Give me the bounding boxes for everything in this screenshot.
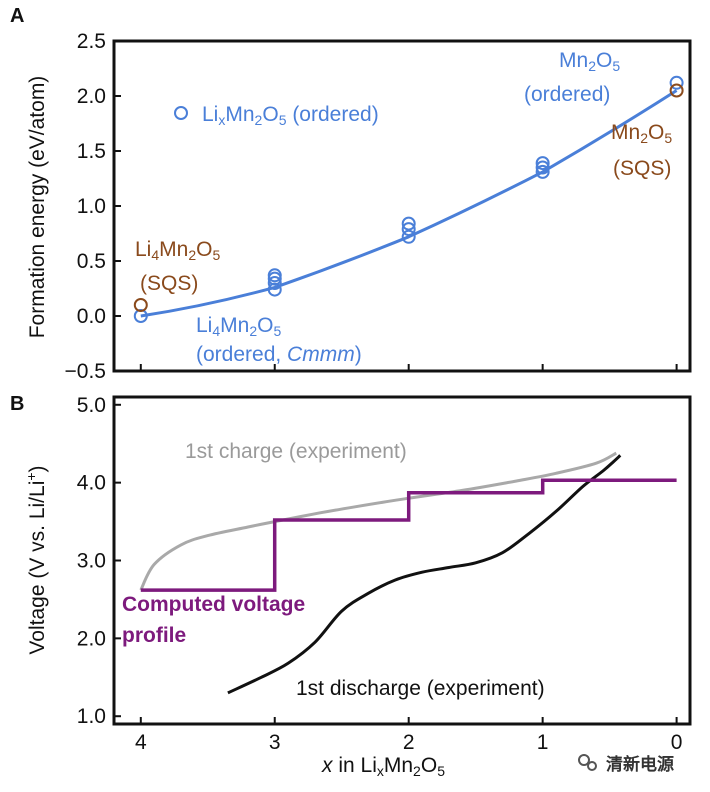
panel-a-y-tick-label: 2.5 — [77, 30, 106, 53]
panel-b-y-tick-label: 1.0 — [77, 705, 106, 728]
panel-b-y-tick-label: 2.0 — [77, 627, 106, 650]
panel-a-y-axis-title: Formation energy (eV/atom) — [26, 76, 49, 339]
panel-b-x-tick-label: 2 — [403, 731, 415, 754]
panel-b-x-tick-label: 3 — [269, 731, 281, 754]
panel-a-y-tick-label: 1.0 — [77, 195, 106, 218]
panel-a-y-tick-label: 0.5 — [77, 250, 106, 273]
panel-b-x-tick-label: 1 — [537, 731, 549, 754]
panel-a-point-ordered — [535, 156, 550, 171]
panel-a-point-ordered — [267, 276, 282, 290]
annotation-mn-sqs-paren: (SQS) — [613, 157, 671, 180]
panel-a-y-tick-label: 0.0 — [77, 305, 106, 328]
label-computed-line1: Computed voltage — [122, 593, 305, 616]
label-first-charge: 1st charge (experiment) — [185, 440, 407, 463]
annotation-li4-sqs-paren: (SQS) — [140, 272, 198, 295]
panel-a-point-ordered — [401, 216, 416, 231]
panel-letter-b: B — [10, 393, 24, 415]
panel-b-marks — [139, 451, 677, 695]
panel-b-y-tick-label: 5.0 — [77, 394, 106, 417]
label-computed-line2: profile — [122, 624, 186, 647]
watermark-text: 清新电源 — [606, 754, 674, 774]
watermark: 清新电源 — [578, 754, 674, 774]
panel-a-point-sqs — [133, 298, 148, 312]
panel-b-x-tick-label: 4 — [135, 731, 147, 754]
annotation-mn-ordered-paren: (ordered) — [524, 83, 610, 106]
legend-marker-ordered — [174, 106, 188, 120]
watermark-chat-icon-small — [587, 761, 597, 771]
panel-a-point-ordered — [535, 164, 550, 179]
watermark-chat-icon — [578, 754, 590, 766]
panel-letter-a: A — [10, 5, 24, 27]
panel-b-discharge-curve — [227, 454, 622, 695]
panel-a-marks — [133, 75, 684, 323]
panel-a-point-sqs — [669, 83, 684, 98]
panel-a-point-ordered — [535, 160, 550, 175]
panel-a-point-ordered — [267, 268, 282, 283]
panel-a-y-tick-label: −0.5 — [65, 360, 106, 383]
annotation-li4-ordered-formula: Li4Mn2O5 — [196, 314, 281, 339]
legend-label-ordered: LixMn2O5 (ordered) — [202, 103, 379, 128]
panel-b-x-tick-label: 0 — [671, 731, 683, 754]
panel-a-y-tick-label: 2.0 — [77, 85, 106, 108]
panel-a-point-ordered — [401, 229, 416, 244]
label-first-discharge: 1st discharge (experiment) — [296, 677, 545, 700]
annotation-li4-ordered-paren: (ordered, Cmmm) — [196, 343, 362, 366]
annotation-mn-ordered-formula: Mn2O5 — [559, 49, 620, 74]
annotation-mn-sqs-formula: Mn2O5 — [611, 121, 672, 146]
panel-b-charge-curve — [139, 451, 618, 591]
panel-a-fit-line — [140, 89, 678, 318]
annotation-li4-sqs-formula: Li4Mn2O5 — [135, 238, 220, 263]
panel-b-y-tick-label: 4.0 — [77, 472, 106, 495]
panel-b-y-axis-title: Voltage (V vs. Li/Li+) — [23, 465, 49, 654]
panel-a-point-ordered — [401, 222, 416, 237]
panel-a-y-ticks: 2.5 2.0 1.5 1.0 0.5 0.0 −0.5 — [65, 30, 121, 383]
panel-b-y-ticks: 5.0 4.0 3.0 2.0 1.0 — [77, 394, 121, 728]
x-axis-title: x in LixMn2O5 — [321, 754, 445, 779]
panel-a-y-tick-label: 1.5 — [77, 140, 106, 163]
panel-b-y-tick-label: 3.0 — [77, 550, 106, 573]
panel-b-computed-voltage-step — [140, 478, 677, 592]
panel-a-point-ordered — [669, 75, 684, 90]
panel-b-x-ticks: 4 3 2 1 0 — [135, 364, 683, 754]
